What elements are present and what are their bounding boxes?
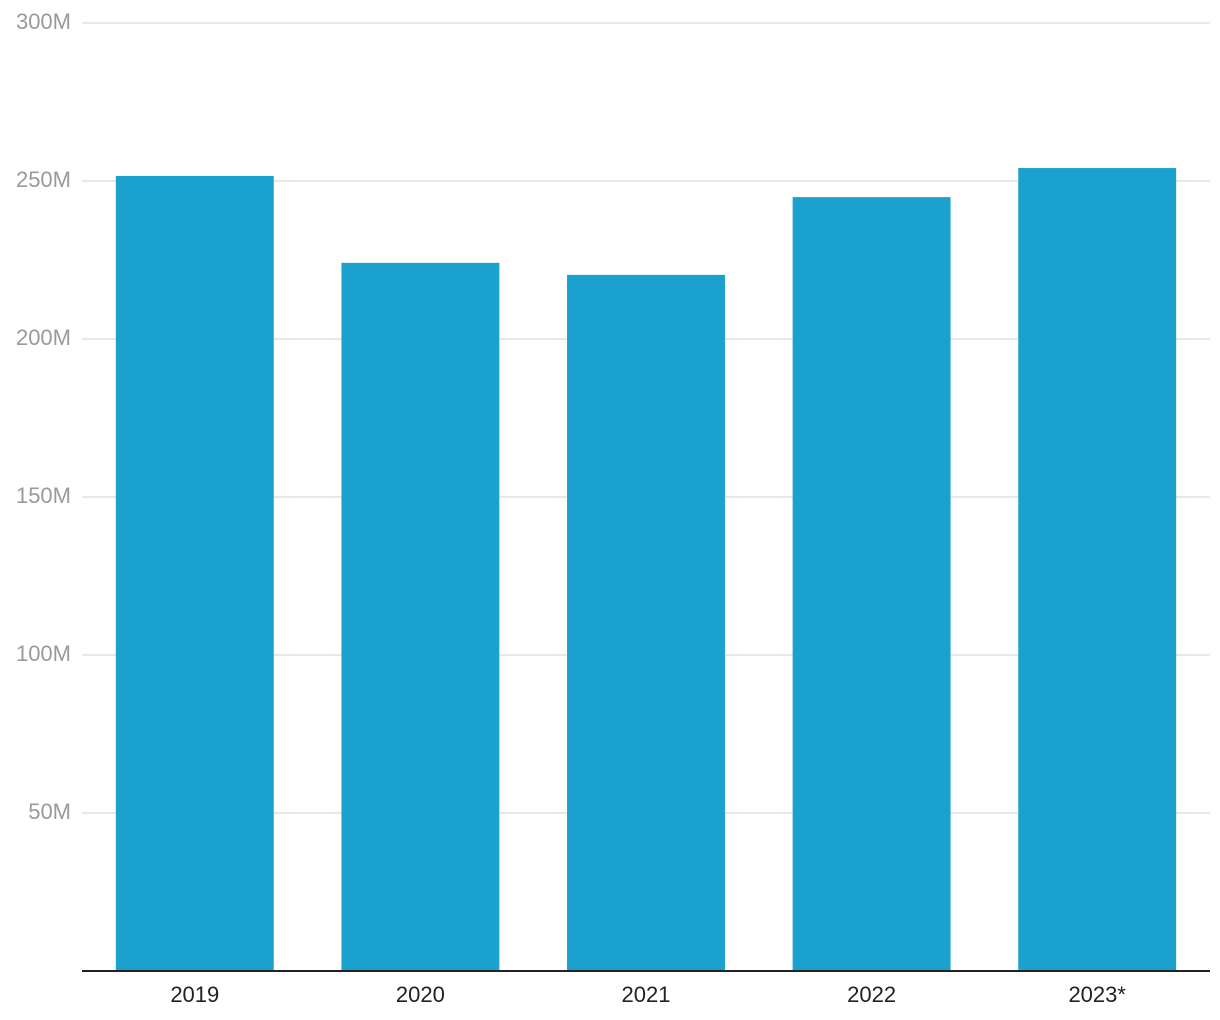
y-tick-label: 300M (16, 9, 71, 34)
x-tick-label: 2019 (170, 982, 219, 1007)
bar (567, 274, 725, 971)
bar (792, 197, 951, 972)
x-tick-label: 2022 (847, 982, 896, 1007)
bar (115, 175, 274, 972)
y-tick-label: 50M (28, 799, 71, 824)
x-tick-label: 2023* (1068, 982, 1126, 1007)
y-tick-label: 200M (16, 325, 71, 350)
x-tick-label: 2021 (622, 982, 671, 1007)
bar (341, 262, 500, 971)
y-tick-label: 250M (16, 167, 71, 192)
bar (1018, 168, 1177, 971)
x-tick-label: 2020 (396, 982, 445, 1007)
y-tick-label: 150M (16, 483, 71, 508)
bars (115, 168, 1177, 972)
y-tick-label: 100M (16, 641, 71, 666)
